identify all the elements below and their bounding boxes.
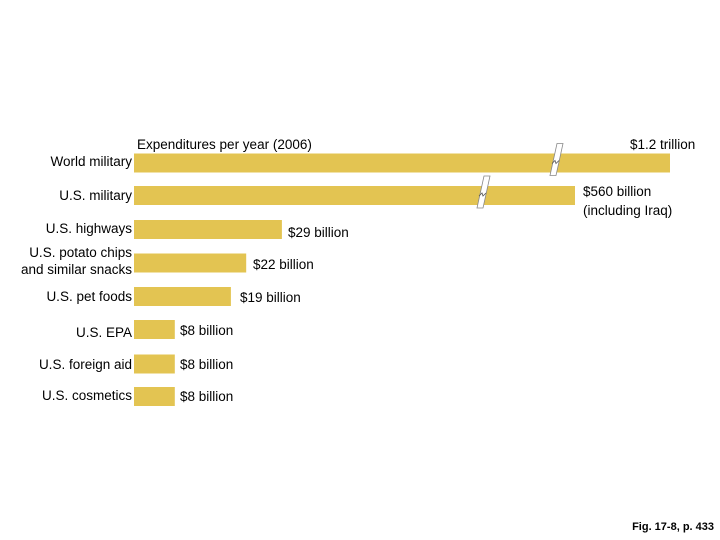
data-label-line: (including Iraq) xyxy=(583,203,672,218)
chart-title: Expenditures per year (2006) xyxy=(137,137,312,152)
category-label-line: U.S. potato chips xyxy=(29,245,132,260)
category-label: U.S. cosmetics xyxy=(42,388,132,403)
bar xyxy=(134,220,282,239)
data-label-line: $19 billion xyxy=(240,290,301,305)
category-label: U.S. military xyxy=(59,188,132,203)
data-label-line: $29 billion xyxy=(288,225,349,240)
data-label-line: $560 billion xyxy=(583,184,651,199)
category-label-line: U.S. pet foods xyxy=(46,289,132,304)
category-label-line: U.S. cosmetics xyxy=(42,388,132,403)
data-label: $19 billion xyxy=(240,290,301,305)
axis-break xyxy=(476,175,491,209)
data-label-line: $22 billion xyxy=(253,257,314,272)
data-label: $1.2 trillion xyxy=(630,137,695,152)
data-label: $8 billion xyxy=(180,323,233,338)
category-label-line: U.S. military xyxy=(59,188,132,203)
category-label: U.S. pet foods xyxy=(46,289,132,304)
category-label: World military xyxy=(50,154,132,169)
axis-break-squiggle xyxy=(551,159,560,165)
category-label-line: U.S. EPA xyxy=(76,325,132,340)
data-label-line: $1.2 trillion xyxy=(630,137,695,152)
bar xyxy=(134,387,175,406)
category-label: U.S. potato chips and similar snacks xyxy=(21,245,132,277)
category-label: U.S. highways xyxy=(46,221,133,236)
bar xyxy=(134,320,175,339)
data-label: $29 billion xyxy=(288,225,349,240)
bar xyxy=(134,253,247,273)
category-label-line: U.S. highways xyxy=(46,221,133,236)
data-label: $22 billion xyxy=(253,257,314,272)
category-label: U.S. foreign aid xyxy=(39,357,132,372)
category-label-line: U.S. foreign aid xyxy=(39,357,132,372)
axis-break xyxy=(549,143,564,176)
bar xyxy=(134,153,670,173)
data-label-line: $8 billion xyxy=(180,323,233,338)
bar xyxy=(134,287,231,306)
data-label: $8 billion xyxy=(180,389,233,404)
category-label: U.S. EPA xyxy=(76,325,132,340)
category-label-line: and similar snacks xyxy=(21,262,132,277)
data-label-line: $8 billion xyxy=(180,357,233,372)
category-label-line: World military xyxy=(50,154,132,169)
axis-break-squiggle xyxy=(478,192,487,197)
bar xyxy=(134,354,175,374)
figure-caption: Fig. 17-8, p. 433 xyxy=(632,521,714,533)
data-label: $560 billion (including Iraq) xyxy=(583,184,672,218)
data-label: $8 billion xyxy=(180,357,233,372)
bar xyxy=(134,186,575,205)
data-label-line: $8 billion xyxy=(180,389,233,404)
